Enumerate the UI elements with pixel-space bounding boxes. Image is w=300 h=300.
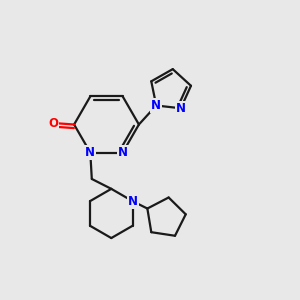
- Text: N: N: [176, 102, 186, 115]
- Text: N: N: [118, 146, 128, 159]
- Text: N: N: [85, 146, 95, 159]
- Text: O: O: [48, 116, 58, 130]
- Text: N: N: [128, 195, 138, 208]
- Text: N: N: [151, 99, 161, 112]
